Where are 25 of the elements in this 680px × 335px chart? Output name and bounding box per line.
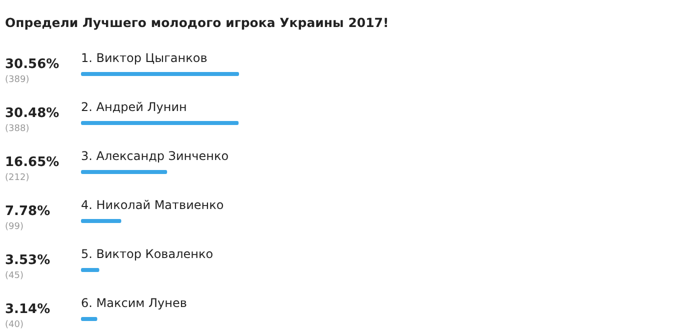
y-tick-label: 2. Андрей Лунин xyxy=(81,100,187,114)
bar xyxy=(81,72,239,76)
y-tick-label: 6. Максим Лунев xyxy=(81,296,187,310)
data-label: 30.48% xyxy=(5,106,60,121)
bar xyxy=(81,121,239,125)
data-label: 7.78% xyxy=(5,204,50,219)
bar xyxy=(81,170,168,174)
text: (389) xyxy=(5,75,30,85)
text: (40) xyxy=(5,320,24,330)
y-tick-label: 5. Виктор Коваленко xyxy=(81,247,214,261)
data-label: 3.14% xyxy=(5,302,50,317)
data-label: 3.53% xyxy=(5,253,50,268)
data-label: 30.56% xyxy=(5,57,60,72)
y-tick-label: 1. Виктор Цыганков xyxy=(81,51,208,65)
y-tick-label: 4. Николай Матвиенко xyxy=(81,198,224,212)
bar xyxy=(81,268,100,272)
text: (212) xyxy=(5,173,30,183)
chart-title: Определи Лучшего молодого игрока Украины 2017! xyxy=(5,15,389,30)
text: (99) xyxy=(5,222,24,232)
y-tick-label: 3. Александр Зинченко xyxy=(81,149,229,163)
bar xyxy=(81,219,122,223)
data-label: 16.65% xyxy=(5,155,60,170)
bar xyxy=(81,317,98,321)
text: (388) xyxy=(5,124,30,134)
text: (45) xyxy=(5,271,24,281)
